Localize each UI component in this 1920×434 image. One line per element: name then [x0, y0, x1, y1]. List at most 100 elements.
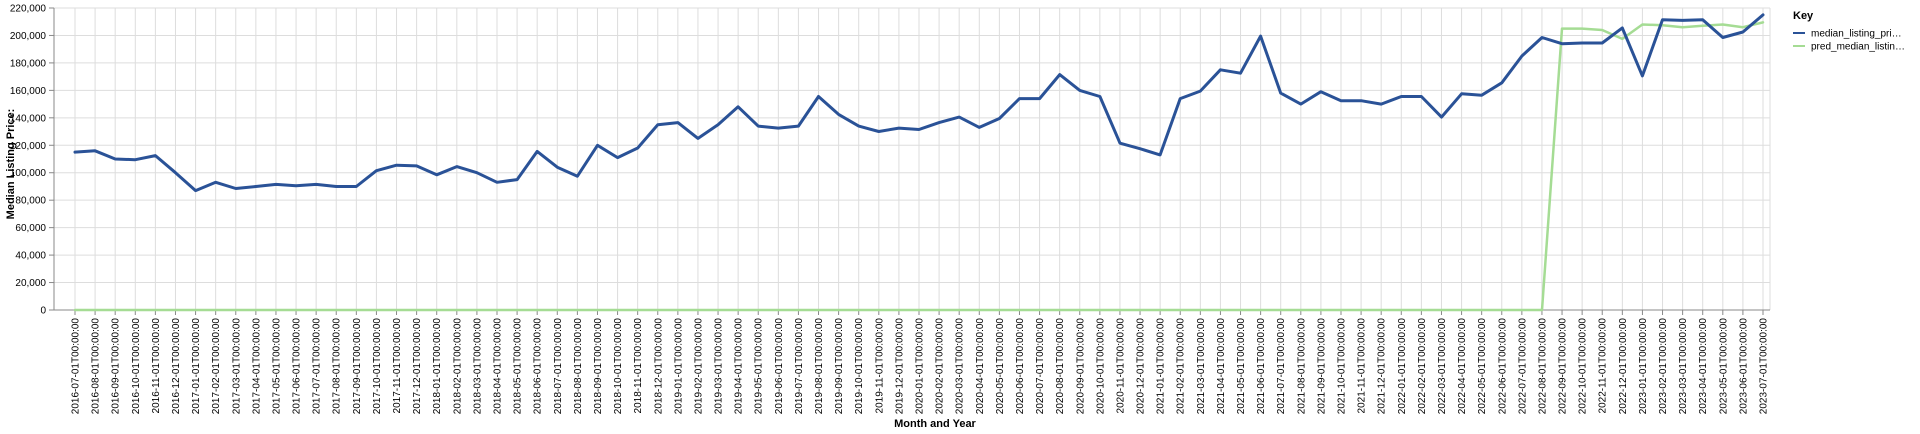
x-tick-label: 2019-01-01T00:00:00 — [673, 318, 684, 415]
x-tick-label: 2019-10-01T00:00:00 — [854, 318, 865, 415]
x-tick-label: 2021-05-01T00:00:00 — [1236, 318, 1247, 415]
x-tick-label: 2017-01-01T00:00:00 — [191, 318, 202, 415]
series-line-median-listing-price — [73, 13, 1765, 193]
x-tick-label: 2021-01-01T00:00:00 — [1156, 318, 1167, 415]
x-tick-label: 2023-05-01T00:00:00 — [1718, 318, 1729, 415]
x-tick-label: 2018-12-01T00:00:00 — [653, 318, 664, 415]
x-tick-label: 2022-01-01T00:00:00 — [1397, 318, 1408, 415]
x-tick-label: 2019-07-01T00:00:00 — [794, 318, 805, 415]
x-tick-label: 2017-12-01T00:00:00 — [412, 318, 423, 415]
x-tick-label: 2020-04-01T00:00:00 — [975, 318, 986, 415]
x-tick-label: 2023-01-01T00:00:00 — [1638, 318, 1649, 415]
x-tick-label: 2016-12-01T00:00:00 — [171, 318, 182, 415]
y-tick-label: 200,000 — [10, 31, 47, 42]
x-tick-label: 2022-08-01T00:00:00 — [1537, 318, 1548, 415]
x-tick-label: 2020-05-01T00:00:00 — [995, 318, 1006, 415]
legend-title: Key — [1793, 10, 1814, 22]
x-tick-label: 2020-06-01T00:00:00 — [1015, 318, 1026, 415]
x-tick-label: 2018-02-01T00:00:00 — [452, 318, 463, 415]
y-tick-label: 100,000 — [10, 168, 47, 179]
x-tick-label: 2019-05-01T00:00:00 — [754, 318, 765, 415]
legend: Key median_listing_pri… pred_median_listi… — [1793, 10, 1905, 53]
x-tick-label: 2021-03-01T00:00:00 — [1196, 318, 1207, 415]
x-tick-label: 2020-09-01T00:00:00 — [1075, 318, 1086, 415]
x-tick-label: 2020-08-01T00:00:00 — [1055, 318, 1066, 415]
x-tick-label: 2021-10-01T00:00:00 — [1337, 318, 1348, 415]
x-tick-label: 2023-04-01T00:00:00 — [1698, 318, 1709, 415]
x-tick-label: 2022-02-01T00:00:00 — [1417, 318, 1428, 415]
x-tick-label: 2021-09-01T00:00:00 — [1316, 318, 1327, 415]
x-tick-label: 2016-07-01T00:00:00 — [71, 318, 82, 415]
x-tick-label: 2018-06-01T00:00:00 — [533, 318, 544, 415]
x-tick-label: 2020-03-01T00:00:00 — [955, 318, 966, 415]
x-tick-label: 2019-12-01T00:00:00 — [894, 318, 905, 415]
x-tick-label: 2017-07-01T00:00:00 — [312, 318, 323, 415]
x-tick-label: 2019-11-01T00:00:00 — [874, 318, 885, 414]
y-tick-label: 220,000 — [10, 4, 47, 15]
legend-label: median_listing_pri… — [1811, 29, 1902, 40]
y-tick-label: 120,000 — [10, 141, 47, 152]
x-tick-label: 2019-02-01T00:00:00 — [693, 318, 704, 415]
x-tick-label: 2019-08-01T00:00:00 — [814, 318, 825, 415]
x-tick-label: 2020-01-01T00:00:00 — [915, 318, 926, 415]
x-tick-label: 2022-12-01T00:00:00 — [1618, 318, 1629, 415]
x-tick-label: 2020-10-01T00:00:00 — [1095, 318, 1106, 415]
x-tick-label: 2021-08-01T00:00:00 — [1296, 318, 1307, 415]
x-tick-label: 2022-06-01T00:00:00 — [1497, 318, 1508, 415]
x-tick-label: 2016-08-01T00:00:00 — [91, 318, 102, 415]
x-tick-label: 2022-10-01T00:00:00 — [1578, 318, 1589, 415]
x-tick-label: 2020-02-01T00:00:00 — [935, 318, 946, 415]
x-tick-label: 2018-04-01T00:00:00 — [493, 318, 504, 415]
x-tick-label: 2017-09-01T00:00:00 — [352, 318, 363, 415]
x-tick-label: 2017-08-01T00:00:00 — [332, 318, 343, 415]
x-tick-label: 2018-11-01T00:00:00 — [633, 318, 644, 414]
x-tick-label: 2021-06-01T00:00:00 — [1256, 318, 1267, 415]
axes: 0 20,000 40,000 60,000 80,000 100,000 120,000 1… — [10, 4, 1770, 415]
x-tick-label: 2023-06-01T00:00:00 — [1738, 318, 1749, 415]
y-tick-label: 20,000 — [15, 278, 46, 289]
y-tick-label: 180,000 — [10, 58, 47, 69]
x-tick-label: 2016-10-01T00:00:00 — [131, 318, 142, 415]
grid — [54, 7, 1771, 311]
x-tick-label: 2022-03-01T00:00:00 — [1437, 318, 1448, 415]
x-tick-label: 2023-03-01T00:00:00 — [1678, 318, 1689, 415]
y-tick-label: 140,000 — [10, 113, 47, 124]
x-tick-label: 2017-02-01T00:00:00 — [211, 318, 222, 415]
x-tick-label: 2021-04-01T00:00:00 — [1216, 318, 1227, 415]
x-tick-label: 2020-11-01T00:00:00 — [1115, 318, 1126, 414]
x-tick-label: 2018-05-01T00:00:00 — [513, 318, 524, 415]
x-tick-label: 2022-05-01T00:00:00 — [1477, 318, 1488, 415]
x-tick-label: 2022-04-01T00:00:00 — [1457, 318, 1468, 415]
x-tick-label: 2022-07-01T00:00:00 — [1517, 318, 1528, 415]
x-tick-label: 2021-11-01T00:00:00 — [1357, 318, 1368, 414]
x-tick-label: 2019-03-01T00:00:00 — [714, 318, 725, 415]
x-tick-label: 2017-06-01T00:00:00 — [292, 318, 303, 415]
x-tick-label: 2018-07-01T00:00:00 — [553, 318, 564, 415]
y-tick-label: 40,000 — [15, 251, 46, 262]
y-tick-label: 160,000 — [10, 86, 47, 97]
x-tick-label: 2019-09-01T00:00:00 — [834, 318, 845, 415]
x-tick-label: 2017-10-01T00:00:00 — [372, 318, 383, 415]
x-tick-label: 2018-01-01T00:00:00 — [432, 318, 443, 415]
x-tick-label: 2018-03-01T00:00:00 — [472, 318, 483, 415]
x-tick-label: 2018-08-01T00:00:00 — [573, 318, 584, 415]
y-axis-title: Median Listing Price: — [5, 109, 17, 220]
series-line-pred-median-listing-price — [73, 21, 1765, 312]
x-tick-label: 2019-04-01T00:00:00 — [734, 318, 745, 415]
x-tick-label: 2017-11-01T00:00:00 — [392, 318, 403, 414]
x-tick-label: 2017-03-01T00:00:00 — [231, 318, 242, 415]
series-lines — [73, 13, 1765, 312]
x-tick-label: 2023-02-01T00:00:00 — [1658, 318, 1669, 415]
x-tick-label: 2022-11-01T00:00:00 — [1598, 318, 1609, 414]
y-tick-label: 80,000 — [15, 196, 46, 207]
x-tick-label: 2016-09-01T00:00:00 — [111, 318, 122, 415]
legend-label: pred_median_listin… — [1811, 42, 1905, 53]
x-tick-label: 2023-07-01T00:00:00 — [1759, 318, 1770, 415]
x-tick-label: 2017-04-01T00:00:00 — [251, 318, 262, 415]
y-tick-label: 0 — [40, 306, 46, 317]
x-axis-title: Month and Year — [894, 418, 976, 430]
y-tick-label: 60,000 — [15, 223, 46, 234]
x-tick-label: 2021-02-01T00:00:00 — [1176, 318, 1187, 415]
